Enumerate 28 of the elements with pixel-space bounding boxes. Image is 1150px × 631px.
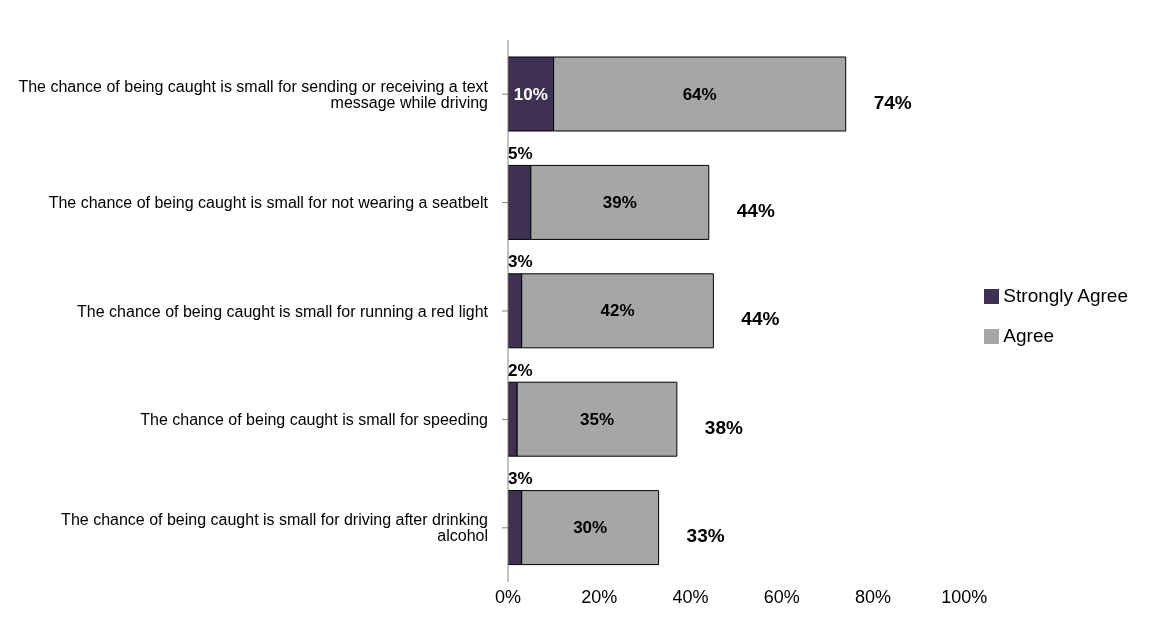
x-tick-label: 0% bbox=[494, 586, 522, 607]
data-label: 2% bbox=[508, 360, 533, 380]
total-label: 38% bbox=[704, 416, 743, 438]
data-label: 3% bbox=[508, 252, 533, 272]
y-tick-label: The chance of being caught is small for driving after drinking alcohol bbox=[61, 511, 488, 545]
y-tick-label: The chance of being caught is small for sending or receiving a text message while driving bbox=[18, 77, 489, 111]
total-label: 74% bbox=[873, 91, 912, 113]
total-label: 33% bbox=[686, 525, 725, 547]
x-tick-label: 20% bbox=[581, 586, 618, 607]
x-tick-label: 40% bbox=[672, 586, 709, 607]
legend-label: Agree bbox=[1003, 324, 1055, 346]
data-label: 64% bbox=[682, 84, 717, 104]
x-tick-label: 100% bbox=[941, 586, 988, 607]
legend-label: Strongly Agree bbox=[1003, 284, 1128, 306]
data-label: 35% bbox=[579, 409, 615, 429]
data-label: 42% bbox=[600, 301, 635, 321]
y-tick-label: The chance of being caught is small for not wearing a seatbelt bbox=[48, 194, 489, 212]
data-label: 10% bbox=[513, 84, 548, 104]
x-tick-label: 80% bbox=[855, 586, 892, 607]
data-label: 30% bbox=[573, 518, 608, 538]
data-label: 39% bbox=[602, 192, 637, 212]
data-label: 5% bbox=[508, 143, 533, 163]
y-tick-label: The chance of being caught is small for speeding bbox=[140, 411, 488, 429]
data-label: 3% bbox=[508, 469, 533, 489]
y-tick-label: The chance of being caught is small for running a red light bbox=[77, 302, 489, 320]
total-label: 44% bbox=[741, 308, 780, 330]
total-label: 44% bbox=[736, 199, 775, 221]
x-tick-label: 60% bbox=[763, 586, 800, 607]
